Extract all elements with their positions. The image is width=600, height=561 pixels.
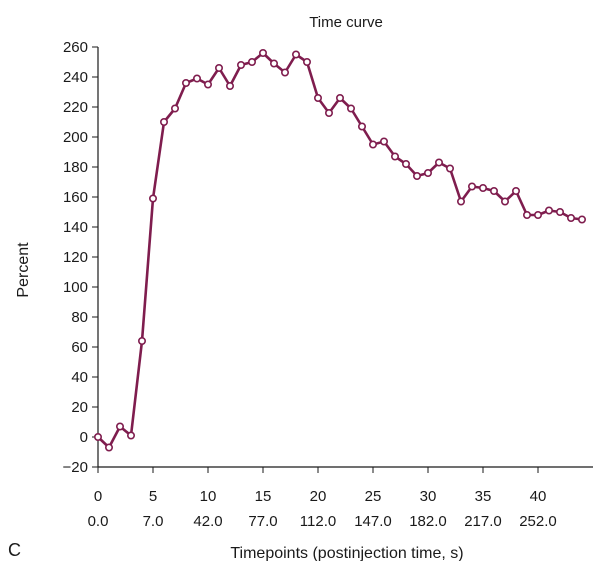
- data-point: [346, 104, 355, 113]
- series-line: [97, 51, 583, 449]
- x-tick-label: 10: [200, 488, 217, 505]
- y-tick-label: 220: [63, 99, 88, 116]
- data-point: [357, 122, 366, 131]
- data-point: [467, 182, 476, 191]
- y-tick-label: 120: [63, 249, 88, 266]
- data-point: [94, 432, 103, 441]
- x-tick-label: 20: [310, 488, 327, 505]
- data-point: [237, 60, 246, 69]
- x-tick-sublabel: 217.0: [464, 513, 502, 530]
- data-point: [215, 64, 224, 73]
- x-tick-label: 0: [94, 488, 102, 505]
- data-point: [204, 80, 213, 89]
- data-point: [489, 187, 498, 196]
- data-point: [226, 82, 235, 91]
- data-point: [533, 211, 542, 220]
- plot-area: [94, 48, 586, 452]
- data-point: [127, 431, 136, 440]
- x-tick-label: 5: [149, 488, 157, 505]
- y-ticks: −20 0 20 40 60 80 100 120 140 160 180 200 220 240 260: [63, 39, 98, 476]
- data-point: [269, 59, 278, 68]
- x-ticks: 0 0.0 5 7.0 10 42.0 15 77.0 20 112.0 25 147.0 30 182.…: [88, 467, 557, 530]
- data-point: [423, 169, 432, 178]
- y-tick-label: 80: [71, 309, 88, 326]
- x-tick-sublabel: 0.0: [88, 513, 109, 530]
- data-point: [445, 164, 454, 173]
- data-point: [379, 137, 388, 146]
- data-point: [434, 158, 443, 167]
- data-point: [544, 206, 553, 215]
- y-tick-label: 60: [71, 339, 88, 356]
- data-point: [280, 68, 289, 77]
- data-point: [138, 336, 147, 345]
- data-point: [522, 211, 531, 220]
- data-point: [291, 50, 300, 59]
- x-tick-sublabel: 182.0: [409, 513, 447, 530]
- y-tick-label: 260: [63, 39, 88, 56]
- data-point: [302, 57, 311, 66]
- y-tick-label: 140: [63, 219, 88, 236]
- y-tick-label: −20: [63, 459, 88, 476]
- data-point: [478, 184, 487, 193]
- panel-label: C: [8, 540, 21, 560]
- data-point: [171, 104, 180, 113]
- chart-title: Time curve: [309, 14, 383, 31]
- data-point: [160, 118, 169, 127]
- x-tick-label: 30: [420, 488, 437, 505]
- x-axis-label: Timepoints (postinjection time, s): [230, 545, 463, 561]
- y-tick-label: 0: [80, 429, 88, 446]
- x-tick-label: 40: [530, 488, 547, 505]
- data-point: [368, 140, 377, 149]
- data-point: [577, 215, 586, 224]
- y-axis-label: Percent: [15, 242, 32, 298]
- x-tick-sublabel: 77.0: [248, 513, 277, 530]
- y-tick-label: 100: [63, 279, 88, 296]
- x-tick-sublabel: 147.0: [354, 513, 392, 530]
- x-tick-label: 35: [475, 488, 492, 505]
- data-point: [116, 422, 125, 431]
- y-tick-label: 240: [63, 69, 88, 86]
- data-point: [258, 48, 267, 57]
- y-tick-label: 200: [63, 129, 88, 146]
- data-point: [149, 194, 158, 203]
- data-point: [105, 443, 114, 452]
- data-point: [401, 160, 410, 169]
- y-tick-label: 160: [63, 189, 88, 206]
- data-point: [335, 94, 344, 103]
- x-tick-sublabel: 252.0: [519, 513, 557, 530]
- y-tick-label: 20: [71, 399, 88, 416]
- data-point: [566, 214, 575, 223]
- data-point: [324, 109, 333, 118]
- x-tick-sublabel: 112.0: [300, 513, 336, 530]
- x-tick-label: 25: [365, 488, 382, 505]
- data-point: [500, 197, 509, 206]
- data-point: [313, 94, 322, 103]
- x-tick-label: 15: [255, 488, 272, 505]
- data-point: [456, 197, 465, 206]
- data-point: [248, 57, 257, 66]
- data-point: [390, 152, 399, 161]
- y-tick-label: 180: [63, 159, 88, 176]
- x-tick-sublabel: 7.0: [143, 513, 164, 530]
- data-point: [555, 208, 564, 217]
- y-tick-label: 40: [71, 369, 88, 386]
- data-point: [511, 187, 520, 196]
- data-point: [182, 79, 191, 88]
- data-point: [412, 172, 421, 181]
- data-point: [193, 74, 202, 83]
- x-tick-sublabel: 42.0: [193, 513, 222, 530]
